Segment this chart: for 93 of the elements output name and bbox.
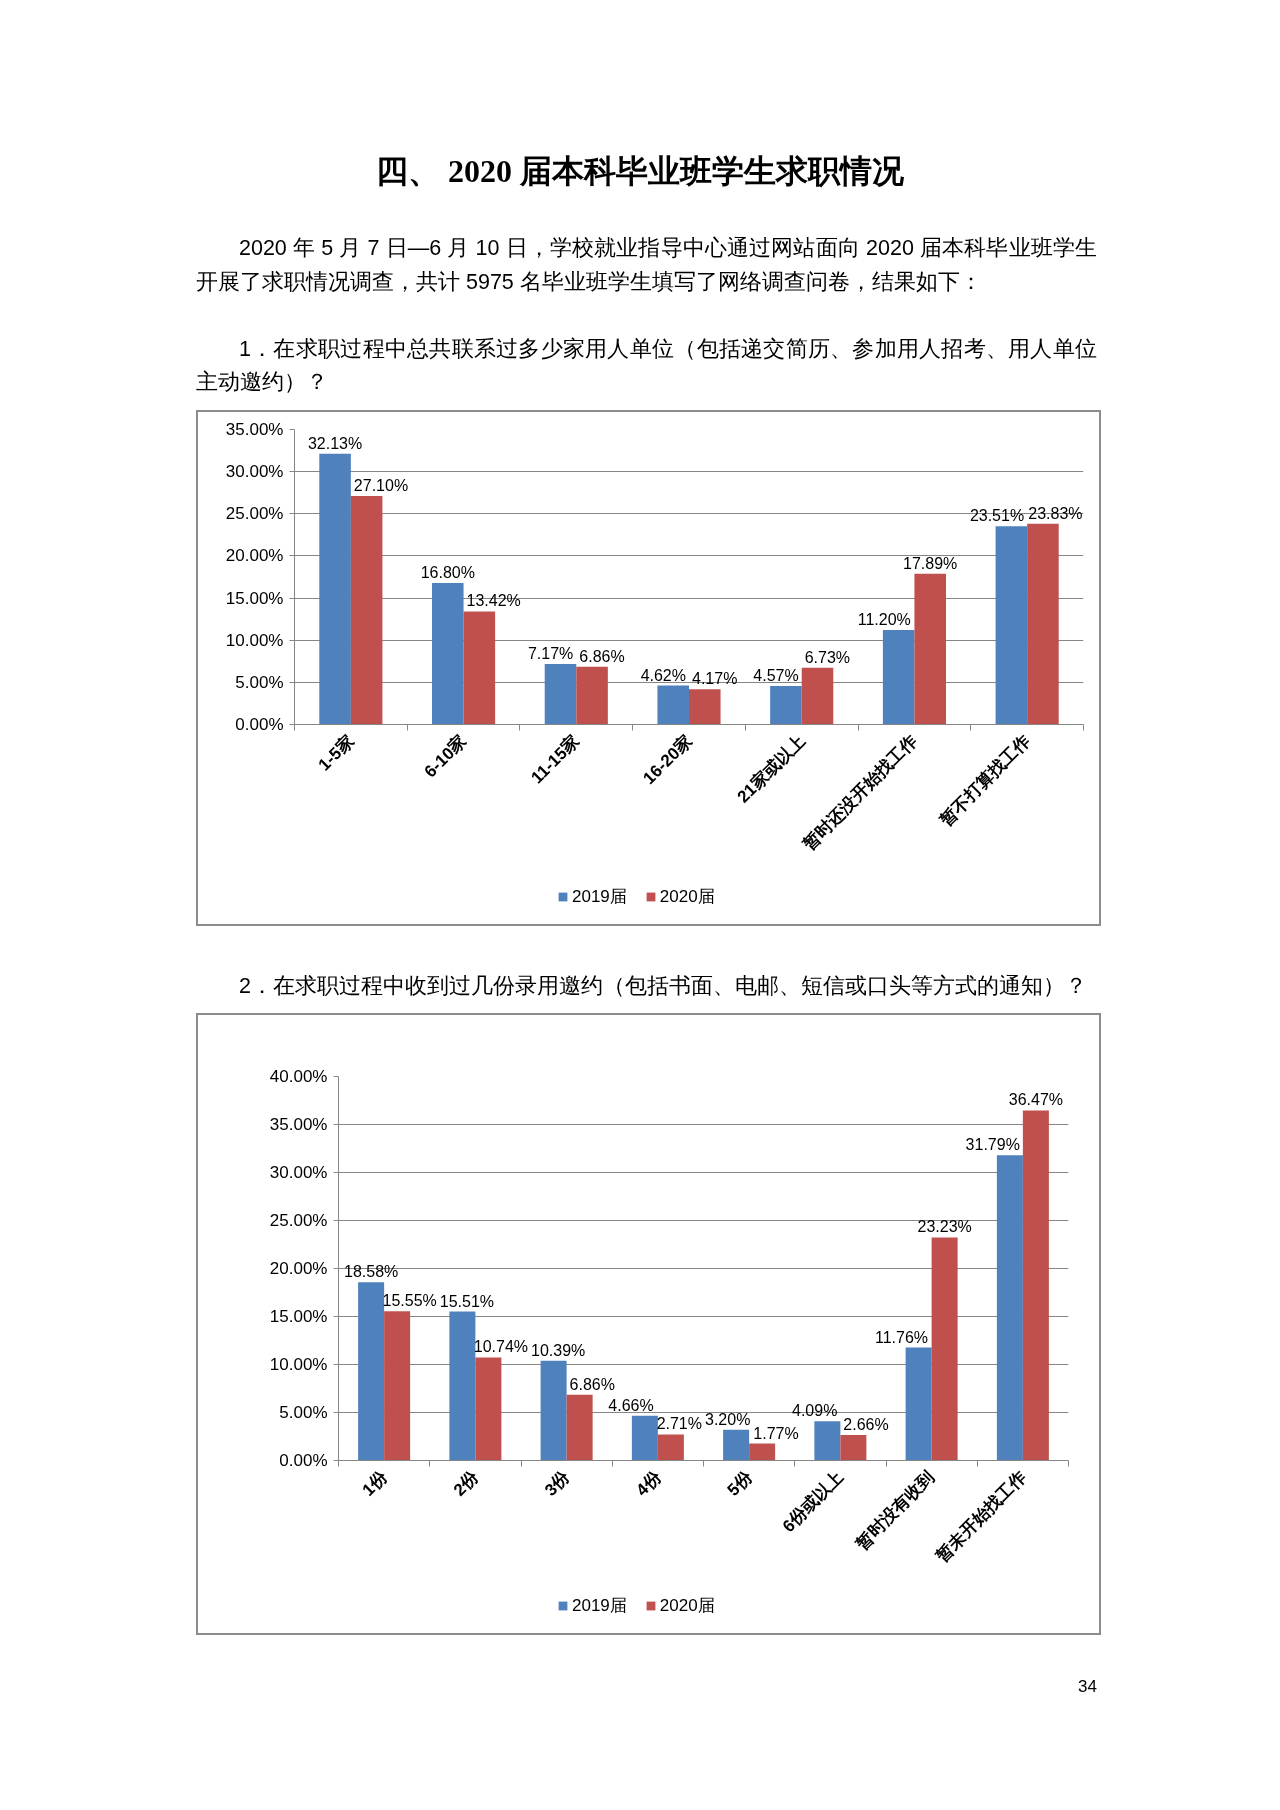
bar — [566, 1394, 593, 1461]
bar — [905, 1347, 932, 1461]
data-label: 1.77% — [753, 1424, 799, 1442]
data-label: 4.62% — [640, 666, 687, 684]
y-tick-label: 40.00% — [269, 1067, 328, 1086]
data-label: 3.20% — [705, 1410, 751, 1428]
data-label: 11.76% — [874, 1328, 929, 1346]
chart-title: 2．在求职过程中收到过几份录用邀约（包括书面、电邮、短信或口头等方式的通知）？ — [238, 973, 1088, 1000]
bar — [749, 1443, 776, 1461]
bar — [350, 496, 383, 725]
data-label: 6.73% — [804, 648, 851, 666]
x-tick-label: 4份 — [632, 1467, 666, 1500]
data-label: 36.47% — [1008, 1091, 1064, 1109]
x-tick-label: 1-5家 — [314, 731, 358, 775]
bar — [631, 1415, 658, 1461]
x-tick-label: 3份 — [541, 1467, 575, 1500]
x-tick-label: 1份 — [358, 1467, 392, 1500]
y-tick-label: 0.00% — [235, 715, 284, 734]
data-label: 4.57% — [753, 666, 799, 684]
y-tick-label: 30.00% — [225, 462, 284, 482]
y-tick-label: 20.00% — [269, 1259, 328, 1278]
y-tick-label: 15.00% — [225, 588, 284, 608]
bar — [801, 667, 834, 725]
y-tick-label: 20.00% — [225, 546, 284, 566]
bar — [1022, 1110, 1049, 1461]
bar — [840, 1434, 867, 1461]
data-label: 2.66% — [843, 1415, 889, 1433]
bar — [814, 1421, 841, 1461]
bar — [1027, 523, 1059, 725]
bar — [432, 582, 464, 725]
data-label: 11.20% — [857, 611, 911, 629]
data-label: 6.86% — [579, 647, 625, 665]
text: 34 — [1077, 1676, 1097, 1698]
bar — [384, 1311, 411, 1461]
bar — [319, 453, 351, 725]
data-label: 32.13% — [307, 434, 363, 452]
y-tick-label: 5.00% — [279, 1403, 328, 1422]
data-label: 10.39% — [531, 1341, 586, 1359]
data-label: 15.51% — [439, 1292, 495, 1310]
bar — [544, 664, 577, 725]
data-label: 16.80% — [420, 563, 475, 581]
bar — [723, 1429, 750, 1461]
x-tick-label: 5份 — [723, 1467, 757, 1500]
y-tick-label: 30.00% — [269, 1163, 328, 1182]
data-label: 23.51% — [969, 507, 1025, 525]
legend-label: 2020届 — [659, 1595, 715, 1617]
data-label: 17.89% — [903, 554, 958, 572]
bar — [882, 630, 915, 725]
bar — [914, 573, 946, 725]
bar — [358, 1282, 385, 1461]
legend-label: 2019届 — [572, 1595, 627, 1617]
data-label: 4.66% — [608, 1396, 654, 1414]
bar — [657, 685, 689, 725]
y-tick-label: 5.00% — [235, 672, 284, 692]
chart-title: 1．在求职过程中总共联系过多少家用人单位（包括递交简历、参加用人招考、用人单位主动邀约）？ — [196, 336, 1097, 396]
bar — [449, 1311, 476, 1461]
data-label: 6.86% — [569, 1375, 615, 1393]
data-label: 23.23% — [917, 1218, 972, 1236]
bar — [931, 1237, 958, 1461]
y-tick-label: 15.00% — [269, 1307, 328, 1326]
data-label: 18.58% — [343, 1263, 399, 1281]
bar — [657, 1434, 684, 1461]
bar — [463, 611, 496, 725]
legend-label: 2020届 — [659, 886, 715, 908]
bar — [689, 689, 721, 725]
y-tick-label: 35.00% — [225, 420, 284, 439]
legend-label: 2019届 — [572, 886, 627, 908]
data-label: 13.42% — [466, 592, 521, 610]
data-label: 4.17% — [692, 670, 738, 688]
data-label: 27.10% — [353, 477, 409, 495]
bar — [996, 1155, 1023, 1461]
text: 2020 年 5 月 7 日—6 月 10 日，学校就业指导中心通过网站面向 2020 届本科毕业班学生开展了求职情况调查，共计 5975 名毕业班学生填写了网络调查问卷，结果如下： — [196, 235, 1097, 296]
bar — [576, 666, 608, 725]
y-tick-label: 0.00% — [279, 1451, 328, 1470]
y-tick-label: 25.00% — [269, 1211, 328, 1230]
bar — [770, 685, 802, 725]
data-label: 10.74% — [473, 1338, 529, 1356]
y-tick-label: 25.00% — [225, 504, 284, 524]
bar — [995, 526, 1028, 725]
data-label: 4.09% — [792, 1402, 838, 1420]
x-tick-label: 6份或以上 — [778, 1467, 848, 1536]
x-tick-label: 暂不打算找工作 — [935, 731, 1034, 831]
data-label: 23.83% — [1028, 504, 1083, 522]
y-tick-label: 10.00% — [269, 1355, 328, 1374]
bar — [475, 1357, 502, 1461]
x-tick-label: 2份 — [449, 1467, 483, 1500]
text: 四、 2020 届本科毕业班学生求职情况 — [375, 152, 905, 191]
y-tick-label: 10.00% — [225, 630, 284, 650]
data-label: 7.17% — [527, 645, 574, 663]
data-label: 31.79% — [965, 1136, 1020, 1154]
bar — [540, 1360, 567, 1461]
x-tick-label: 21家或以上 — [733, 731, 809, 807]
y-tick-label: 35.00% — [269, 1115, 328, 1134]
